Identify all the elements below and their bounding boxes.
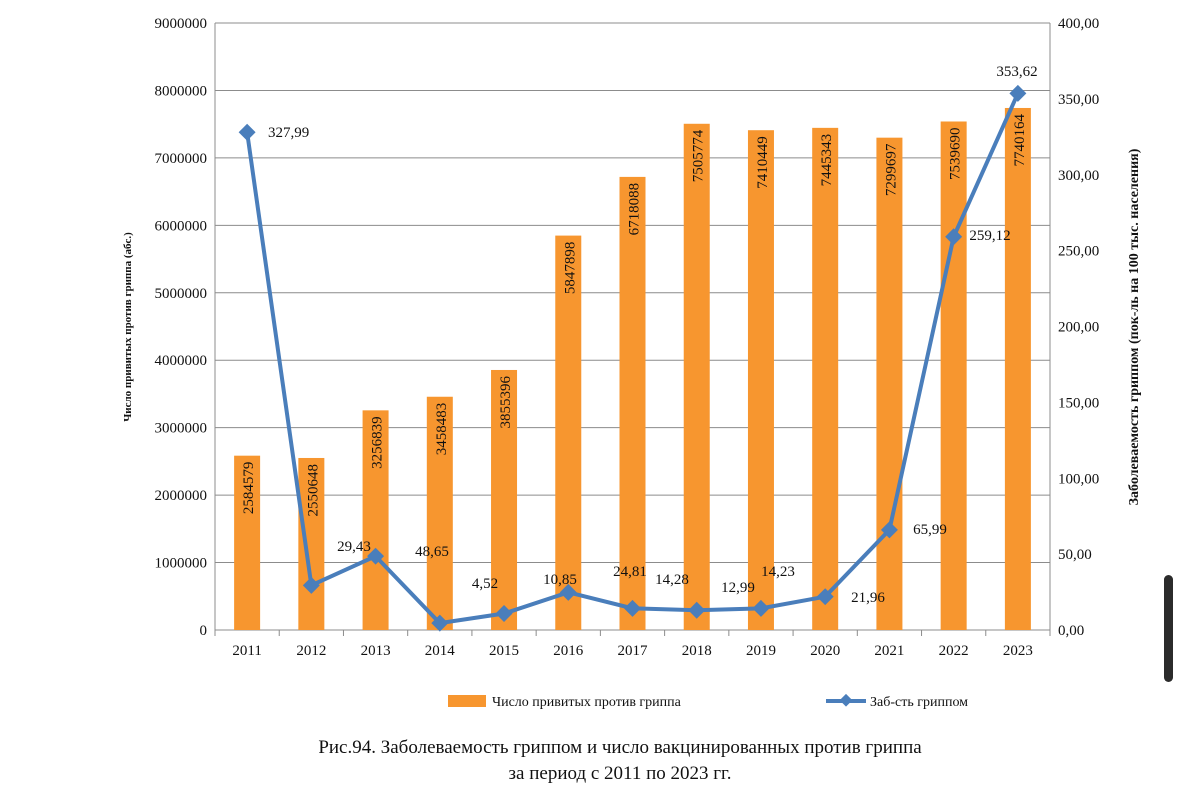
bar <box>491 369 518 630</box>
y2-tick-label: 150,00 <box>1058 395 1099 411</box>
line-marker <box>945 228 963 246</box>
bar-value-label: 2550648 <box>305 464 321 517</box>
x-tick-label: 2015 <box>489 643 519 659</box>
bar <box>426 396 453 630</box>
bar-value-label: 5847898 <box>562 242 578 295</box>
x-tick-label: 2011 <box>232 643 261 659</box>
bar-value-label: 7410449 <box>755 136 771 189</box>
bar <box>234 455 261 630</box>
line-value-label: 14,28 <box>655 572 689 588</box>
y2-tick-label: 400,00 <box>1058 16 1099 32</box>
x-tick-label: 2012 <box>296 643 326 659</box>
chart-subtitle: за период с 2011 по 2023 гг. <box>509 763 732 784</box>
x-tick-label: 2020 <box>810 643 840 659</box>
line-marker <box>238 123 256 141</box>
line-value-label: 259,12 <box>969 228 1010 244</box>
bar-value-label: 7299697 <box>883 143 899 196</box>
line-value-label: 10,85 <box>543 572 577 588</box>
y-tick-label: 4000000 <box>155 353 208 369</box>
bar <box>1004 107 1031 631</box>
y2-tick-label: 50,00 <box>1058 547 1092 563</box>
line-marker <box>495 605 513 623</box>
line-value-label: 65,99 <box>913 522 947 538</box>
y-tick-label: 0 <box>200 623 208 639</box>
bar <box>876 137 903 630</box>
bar-value-label: 3256839 <box>370 416 386 469</box>
bar-value-label: 3458483 <box>434 403 450 456</box>
line-marker <box>752 599 770 617</box>
x-tick-label: 2014 <box>425 643 456 659</box>
x-tick-label: 2017 <box>618 643 649 659</box>
scrollbar[interactable] <box>1164 575 1173 682</box>
y2-tick-label: 100,00 <box>1058 471 1099 487</box>
y2-tick-label: 200,00 <box>1058 320 1099 336</box>
legend-bar-label: Число привитых против гриппа <box>492 695 682 710</box>
x-tick-label: 2023 <box>1003 643 1033 659</box>
bar <box>298 457 325 630</box>
y2-axis-title: Заболеваемость гриппом (пок-ль на 100 ты… <box>1127 148 1142 505</box>
line-value-label: 24,81 <box>613 564 647 580</box>
chart-title: Рис.94. Заболеваемость гриппом и число в… <box>318 737 922 758</box>
bar <box>812 127 839 631</box>
y2-tick-label: 250,00 <box>1058 244 1099 260</box>
x-tick-label: 2021 <box>874 643 904 659</box>
line-marker <box>431 614 449 632</box>
y-tick-label: 5000000 <box>155 286 208 302</box>
bar-value-label: 7539690 <box>948 127 964 180</box>
bar <box>747 130 774 630</box>
bar-value-label: 6718088 <box>627 183 643 236</box>
bar <box>940 121 967 630</box>
bar <box>555 235 582 630</box>
line-value-label: 48,65 <box>415 544 449 560</box>
y-axis-title: Число привитых против гриппа (абс.) <box>122 232 134 422</box>
y-tick-label: 3000000 <box>155 421 208 437</box>
line-marker <box>559 583 577 601</box>
line-value-label: 353,62 <box>996 64 1037 80</box>
y-tick-label: 1000000 <box>155 556 208 572</box>
line-marker <box>816 588 834 606</box>
y-tick-label: 6000000 <box>155 218 208 234</box>
line-marker <box>688 601 706 619</box>
bar <box>683 123 710 630</box>
line-marker <box>302 576 320 594</box>
bar-value-label: 7505774 <box>691 129 707 182</box>
x-tick-label: 2022 <box>939 643 969 659</box>
y-tick-label: 8000000 <box>155 83 208 99</box>
line-marker <box>367 547 385 565</box>
legend-line-marker <box>839 693 853 707</box>
y2-tick-label: 0,00 <box>1058 623 1084 639</box>
line-value-label: 4,52 <box>472 576 498 592</box>
bar <box>362 410 389 630</box>
bar-value-label: 2584579 <box>241 462 257 515</box>
x-tick-label: 2019 <box>746 643 776 659</box>
legend-bar-swatch <box>448 695 486 707</box>
bar <box>619 176 646 630</box>
y-tick-label: 2000000 <box>155 488 208 504</box>
y-tick-label: 7000000 <box>155 151 208 167</box>
x-tick-label: 2016 <box>553 643 584 659</box>
line-marker <box>624 599 641 617</box>
x-tick-label: 2013 <box>361 643 391 659</box>
line-marker <box>1009 84 1027 102</box>
y2-tick-label: 350,00 <box>1058 92 1099 108</box>
line-value-label: 21,96 <box>851 590 885 606</box>
line-value-label: 29,43 <box>337 539 371 555</box>
line-value-label: 12,99 <box>721 580 755 596</box>
y2-tick-label: 300,00 <box>1058 168 1099 184</box>
line-value-label: 327,99 <box>268 125 309 141</box>
bar-value-label: 7445343 <box>819 134 835 187</box>
y-tick-label: 9000000 <box>155 16 208 32</box>
line-marker <box>880 521 898 539</box>
bar-value-label: 7740164 <box>1012 113 1028 166</box>
line-value-label: 14,23 <box>761 564 795 580</box>
bar-value-label: 3855396 <box>498 375 514 428</box>
legend-line-label: Заб-сть гриппом <box>870 695 968 710</box>
x-tick-label: 2018 <box>682 643 712 659</box>
